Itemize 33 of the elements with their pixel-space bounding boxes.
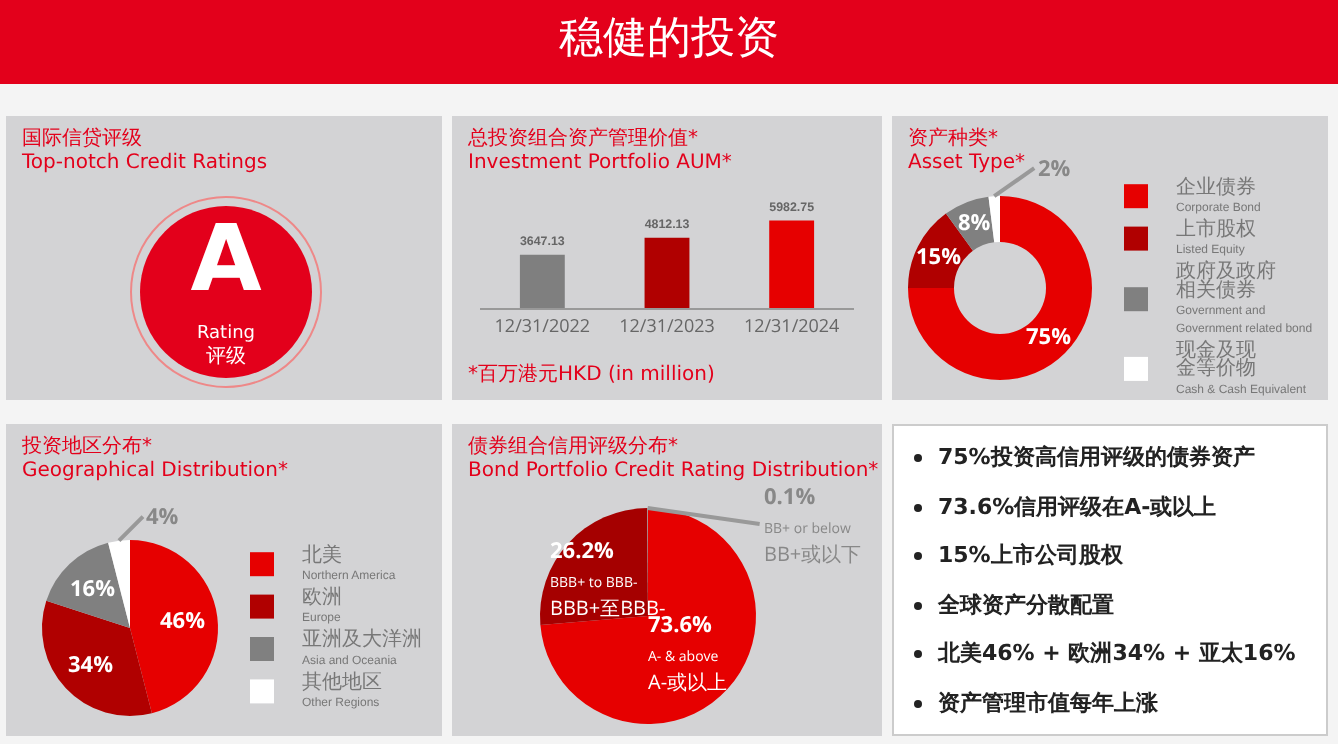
data-label: 75% — [1026, 322, 1072, 352]
text: 北美46% + 欧洲34% + 亚太16% — [938, 638, 1296, 670]
pie-slice — [42, 600, 152, 716]
text: 投资地区分布* Geographical Distribution* — [22, 436, 288, 484]
data-label: 0.1% — [764, 482, 816, 512]
data-label: 2% — [1038, 154, 1071, 184]
text: Rating — [194, 324, 258, 346]
x-tick-label: 12/31/2022 — [494, 311, 591, 338]
text: 73.6%信用评级在A-或以上 — [938, 491, 1219, 523]
pie-slice — [130, 540, 218, 714]
text: 资产种类* Asset Type* — [908, 128, 1025, 176]
text: 15%上市公司股权 — [938, 540, 1125, 572]
data-label: 46% — [160, 606, 206, 636]
chart-title: 总投资组合资产管理价值* Investment Portfolio AUM* — [468, 128, 732, 176]
data-label: 15% — [916, 242, 962, 272]
text: 稳健的投资 — [557, 12, 781, 68]
text: A — [188, 204, 264, 312]
data-label: 16% — [70, 574, 116, 604]
data-label: 8% — [958, 208, 991, 238]
text: *百万港元HKD (in million) — [468, 361, 715, 388]
text: 75%投资高信用评级的债券资产 — [938, 442, 1257, 474]
text: 资产管理市值每年上涨 — [938, 687, 1160, 719]
x-tick-label: 12/31/2024 — [743, 311, 840, 338]
data-label: 34% — [68, 650, 114, 680]
text: 国际信贷评级 Top-notch Credit Ratings — [22, 128, 268, 176]
text: 评级 — [204, 346, 248, 370]
chart-title: 债券组合信用评级分布* Bond Portfolio Credit Rating Distribution* — [468, 436, 879, 484]
data-label: 4% — [146, 502, 179, 532]
text: 全球资产分散配置 — [938, 589, 1116, 621]
x-tick-label: 12/31/2023 — [619, 311, 715, 338]
donut-slice — [988, 196, 1000, 243]
donut-slice — [908, 196, 1092, 380]
pie-slice — [540, 508, 756, 724]
